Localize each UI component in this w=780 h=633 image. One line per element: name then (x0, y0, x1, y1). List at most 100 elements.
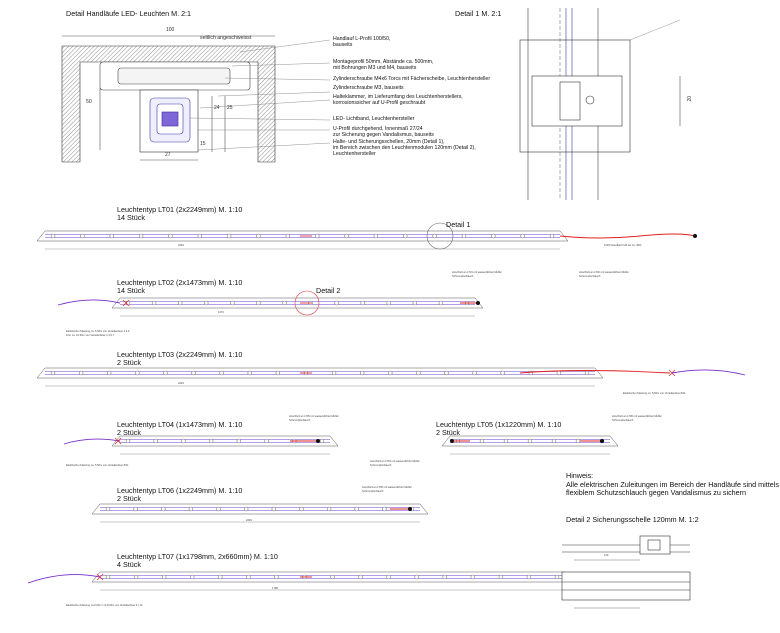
lt02-title: Leuchtentyp LT02 (2x1473mm) M. 1:10 (117, 278, 243, 287)
lt04-title: Leuchtentyp LT04 (1x1473mm) M. 1:10 (117, 420, 243, 429)
dim-width: 100 (166, 27, 175, 33)
lt01-clamp (197, 233, 202, 239)
detail-1-ref: Detail 1 (446, 220, 471, 229)
lt06-clamp (243, 506, 249, 512)
lt06-clamp (105, 506, 111, 512)
lt07-cable-start (27, 574, 101, 584)
lt03-clamp (528, 370, 533, 376)
hinweis-line-2: flexiblem Schutzschlauch gegen Vandalism… (566, 488, 747, 497)
lt02-clamp (177, 300, 183, 306)
detail-2-dim: 120 (604, 554, 609, 557)
lt02-clamp (412, 300, 418, 306)
lt01-clamp (168, 233, 173, 239)
lt02-count: 14 Stück (117, 286, 145, 295)
lt06-clamp (354, 506, 359, 512)
lt07-count: 4 Stück (117, 560, 141, 569)
lt01-count: 14 Stück (117, 213, 145, 222)
lt04-clamp (208, 438, 214, 444)
lt07-clamp (554, 574, 560, 580)
lt03-clamp (275, 370, 281, 376)
lt02-feed-2: bzw. ca. 10,00m von Verteilerdose 1,3,5,… (66, 334, 115, 337)
lt05-count: 2 Stück (436, 428, 460, 437)
lt03-count: 2 Stück (117, 358, 141, 367)
lt02-clamp (151, 300, 157, 306)
lt04-cross (114, 437, 122, 445)
detail-1-circle (426, 222, 454, 250)
lt06-anschluss-1: Anschluß an LT05 mit wasserdichter Muffe… (362, 486, 412, 489)
legend-line: im Bereich zwischen den Leuchtenmodulen … (333, 145, 476, 151)
lt05-rail (441, 435, 619, 447)
lt01-clamp (256, 233, 261, 239)
legend-line: Montageprofil 50mm, Abstände ca. 500mm, (333, 59, 434, 65)
legend-line: bauseits (333, 42, 353, 48)
lt03-clamp (107, 370, 112, 376)
lt07-clamp (358, 574, 363, 580)
lt01-clamp (491, 233, 496, 239)
legend-line: Halte- und Sicherungsschellen, 20mm (Det… (333, 139, 445, 145)
lt01-clamp (432, 233, 437, 239)
lt07-clamp (470, 574, 476, 580)
lt01-clamp (109, 233, 114, 239)
lt03-clamp (359, 370, 365, 376)
lt06-clamp (216, 506, 221, 512)
lt03-cable-feed (671, 369, 746, 376)
lt04-anschluss-1: Anschluß an LT05 mit wasserdichter Muffe… (289, 415, 339, 418)
dim-24: 24 (214, 105, 220, 111)
lt03-cable-end (519, 370, 671, 374)
lt02-terminal (476, 301, 480, 305)
lt05-clamp (551, 438, 557, 444)
lt07-clamp (133, 574, 139, 580)
lt01-cable-end (559, 233, 696, 239)
lt05-anschluss-a1: Anschluß an LT04 mit wasserdichter Muffe… (370, 460, 420, 463)
legend-line: Zylinderschraube M3, bauseits (333, 85, 404, 91)
lt01-clamp (549, 233, 555, 239)
lt04-clamp (153, 438, 158, 444)
lt03-clamp (584, 370, 590, 376)
lt05-clamp (575, 438, 581, 444)
dim-27: 27 (165, 152, 171, 158)
lt05-anschluss-b1: Anschluß an LT06 mit wasserdichter Muffe… (612, 415, 662, 418)
lt05-terminal-b (600, 439, 604, 443)
lt06-anschluss-2: Schrumpfschlauch (362, 490, 384, 493)
lt07-clamp (105, 574, 111, 580)
lt04-anschluss-2: Schrumpfschlauch (289, 419, 311, 422)
lt03-clamp (247, 370, 252, 376)
lt01-clamp (138, 233, 144, 239)
lt06-clamp (271, 506, 277, 512)
legend-line: LED- Lichtband, Leuchtenhersteller (333, 116, 415, 122)
legend-line: korrosionssicher auf U-Profil geschraubt (333, 100, 426, 106)
luminaire-strips (27, 230, 746, 591)
detail-2-circle (294, 290, 320, 316)
lt02-clamp (256, 300, 261, 306)
lt01-clamp (50, 233, 56, 239)
detail-handlauf-title: Detail Handläufe LED- Leuchten M. 2:1 (66, 9, 192, 18)
lt01-clamp (226, 233, 232, 239)
lt02-clamp (334, 300, 339, 306)
hinweis-line-1: Alle elektrischen Zuleitungen im Bereich… (566, 480, 779, 489)
lt07-title: Leuchtentyp LT07 (1x1798mm, 2x660mm) M. … (117, 552, 278, 561)
lt03-dim: 2249 (178, 382, 184, 385)
lt07-clamp (442, 574, 447, 580)
lt02-cross (122, 299, 130, 307)
lt03-clamp (472, 370, 477, 376)
lt04-feed: Elektrische Zuleitung ca. 5,50m von Vert… (66, 464, 129, 467)
lt06-rail (91, 503, 429, 515)
lt06-clamp (188, 506, 194, 512)
lt07-clamp (189, 574, 195, 580)
lt07-clamp (274, 574, 279, 580)
lt03-clamp (78, 370, 84, 376)
lt02-clamp (230, 300, 235, 306)
lt02-cable-start (57, 299, 121, 306)
lt03-clamp (219, 370, 224, 376)
lt04-rail (111, 435, 339, 447)
lt07-clamp (161, 574, 167, 580)
lt03-clamp (444, 370, 449, 376)
lt06-title: Leuchtentyp LT06 (1x2249mm) M. 1:10 (117, 486, 243, 495)
lt06-clamp (133, 506, 138, 512)
lt03-clamp (556, 370, 562, 376)
lt06-clamp (382, 506, 387, 512)
lt04-clamp (319, 438, 325, 444)
lt07-clamp (330, 574, 335, 580)
lt03-clamp (163, 370, 168, 376)
